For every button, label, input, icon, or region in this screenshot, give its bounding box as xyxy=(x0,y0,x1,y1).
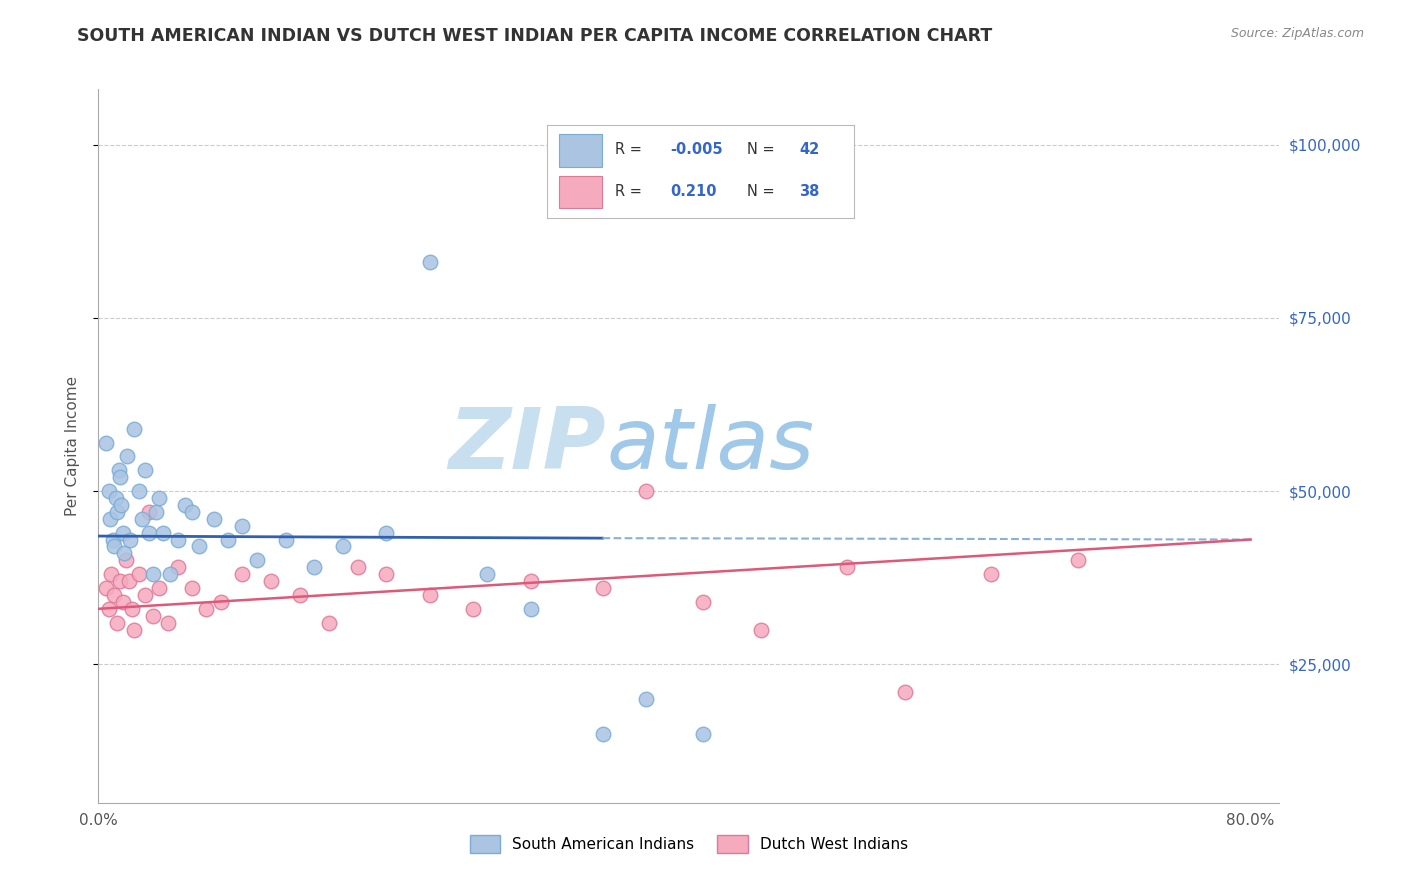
Point xyxy=(692,595,714,609)
Point xyxy=(274,533,297,547)
Point xyxy=(94,435,117,450)
Point xyxy=(108,470,131,484)
Point xyxy=(124,422,146,436)
Point xyxy=(195,602,218,616)
Point xyxy=(131,512,153,526)
Point xyxy=(519,574,541,588)
Point xyxy=(148,581,170,595)
Point xyxy=(692,726,714,740)
Point xyxy=(592,581,614,595)
Point xyxy=(118,574,141,588)
Point xyxy=(98,512,121,526)
Point xyxy=(288,588,311,602)
Point xyxy=(105,615,128,630)
Point xyxy=(332,540,354,554)
Point xyxy=(134,463,156,477)
Point xyxy=(138,525,160,540)
Point xyxy=(112,546,135,560)
Point xyxy=(477,567,499,582)
Point xyxy=(304,560,326,574)
Point xyxy=(837,560,859,574)
Legend: South American Indians, Dutch West Indians: South American Indians, Dutch West India… xyxy=(464,829,914,859)
Point xyxy=(419,588,441,602)
Point xyxy=(134,588,156,602)
Point xyxy=(217,533,239,547)
Point xyxy=(260,574,283,588)
Point xyxy=(375,525,398,540)
Point xyxy=(894,685,917,699)
Text: SOUTH AMERICAN INDIAN VS DUTCH WEST INDIAN PER CAPITA INCOME CORRELATION CHART: SOUTH AMERICAN INDIAN VS DUTCH WEST INDI… xyxy=(77,27,993,45)
Point xyxy=(114,553,136,567)
Point xyxy=(128,567,150,582)
Point xyxy=(107,463,129,477)
Point xyxy=(104,491,127,505)
Point xyxy=(100,567,122,582)
Point xyxy=(166,560,188,574)
Point xyxy=(120,533,142,547)
Point xyxy=(346,560,368,574)
Point xyxy=(148,491,170,505)
Point xyxy=(115,450,138,464)
Point xyxy=(142,567,165,582)
Point xyxy=(124,623,146,637)
Point xyxy=(246,553,269,567)
Point xyxy=(108,574,131,588)
Text: ZIP: ZIP xyxy=(449,404,606,488)
Point xyxy=(231,567,253,582)
Point xyxy=(152,525,174,540)
Point xyxy=(318,615,340,630)
Point xyxy=(138,505,160,519)
Point xyxy=(156,615,179,630)
Point xyxy=(94,581,117,595)
Point xyxy=(111,525,134,540)
Point xyxy=(166,533,188,547)
Point xyxy=(103,540,125,554)
Point xyxy=(121,602,143,616)
Point xyxy=(461,602,484,616)
Point xyxy=(128,483,150,498)
Point xyxy=(181,581,204,595)
Point xyxy=(145,505,167,519)
Point xyxy=(419,255,441,269)
Point xyxy=(159,567,181,582)
Point xyxy=(634,483,657,498)
Point xyxy=(97,483,120,498)
Point xyxy=(209,595,232,609)
Y-axis label: Per Capita Income: Per Capita Income xyxy=(65,376,80,516)
Point xyxy=(592,726,614,740)
Point xyxy=(519,602,541,616)
Point xyxy=(142,608,165,623)
Point xyxy=(188,540,211,554)
Point xyxy=(181,505,204,519)
Point xyxy=(980,567,1002,582)
Point xyxy=(749,623,772,637)
Text: atlas: atlas xyxy=(606,404,814,488)
Point xyxy=(97,602,120,616)
Text: Source: ZipAtlas.com: Source: ZipAtlas.com xyxy=(1230,27,1364,40)
Point xyxy=(103,588,125,602)
Point xyxy=(231,518,253,533)
Point xyxy=(101,533,124,547)
Point xyxy=(173,498,195,512)
Point xyxy=(202,512,225,526)
Point xyxy=(111,595,134,609)
Point xyxy=(634,691,657,706)
Point xyxy=(375,567,398,582)
Point xyxy=(110,498,132,512)
Point xyxy=(1067,553,1090,567)
Point xyxy=(105,505,128,519)
